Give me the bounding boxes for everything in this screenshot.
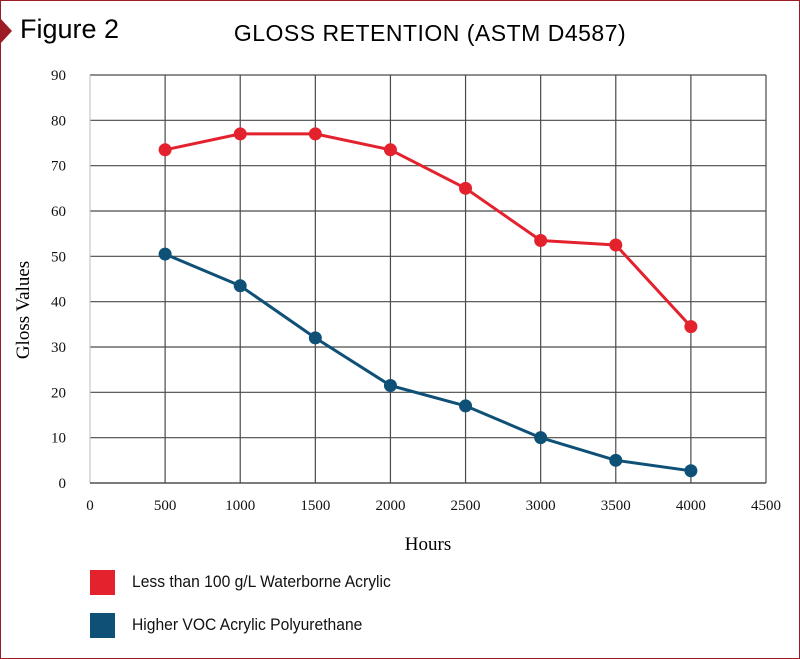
y-tick-label: 30 [51, 340, 66, 356]
data-point-s0-7 [684, 320, 698, 334]
data-point-s1-7 [684, 464, 698, 478]
series-line-0 [164, 132, 693, 328]
y-tick-label: 10 [51, 431, 66, 447]
series-layer [158, 127, 698, 478]
x-tick-label: 1000 [225, 498, 255, 514]
axes: 0 10 20 30 40 50 60 70 80 90 0 500 1000 1500 2000 2500 3… [51, 68, 781, 514]
series-line-1 [164, 252, 692, 473]
data-point-s1-4 [459, 399, 473, 413]
y-tick-label: 60 [51, 204, 66, 220]
chart-title: GLOSS RETENTION (ASTM D4587) [234, 20, 626, 46]
data-point-s0-0 [158, 143, 172, 157]
legend-label-waterborne: Less than 100 g/L Waterborne Acrylic [132, 572, 391, 591]
data-point-s1-1 [233, 279, 247, 293]
y-tick-label: 80 [51, 113, 66, 129]
x-axis-label: Hours [405, 534, 451, 555]
legend-label-polyurethane: Higher VOC Acrylic Polyurethane [132, 615, 363, 634]
data-point-s0-4 [459, 181, 473, 195]
x-tick-label: 2500 [451, 498, 481, 514]
grid [90, 74, 767, 484]
x-tick-label: 4500 [751, 498, 781, 514]
data-point-s0-3 [383, 143, 397, 157]
y-tick-label: 90 [51, 68, 66, 84]
legend-swatch-waterborne [90, 569, 115, 595]
x-tick-label: 2000 [375, 498, 405, 514]
x-tick-label: 3500 [601, 498, 631, 514]
figure-arrow-icon [0, 18, 12, 44]
data-point-s0-6 [609, 238, 623, 252]
figure-label: Figure 2 [20, 14, 120, 44]
legend-swatch-polyurethane [90, 612, 115, 638]
x-tick-label: 0 [86, 498, 94, 514]
y-axis-label: Gloss Values [13, 261, 34, 359]
x-tick-label: 4000 [676, 498, 706, 514]
data-point-s0-2 [308, 127, 322, 141]
data-point-s0-1 [233, 127, 247, 141]
legend-item-waterborne: Less than 100 g/L Waterborne Acrylic [90, 569, 413, 595]
data-point-s1-0 [158, 247, 172, 261]
y-tick-label: 0 [59, 476, 67, 492]
data-point-s0-5 [534, 233, 548, 247]
x-tick-label: 3000 [526, 498, 556, 514]
legend-item-polyurethane: Higher VOC Acrylic Polyurethane [90, 612, 382, 638]
data-point-s1-6 [609, 453, 623, 467]
data-point-s1-5 [534, 431, 548, 445]
y-tick-label: 70 [51, 159, 66, 175]
y-tick-label: 50 [51, 249, 66, 265]
y-tick-label: 20 [51, 385, 66, 401]
y-tick-label: 40 [51, 295, 66, 311]
x-tick-label: 500 [154, 498, 177, 514]
data-point-s1-2 [308, 331, 322, 345]
x-tick-label: 1500 [300, 498, 330, 514]
data-point-s1-3 [383, 379, 397, 393]
